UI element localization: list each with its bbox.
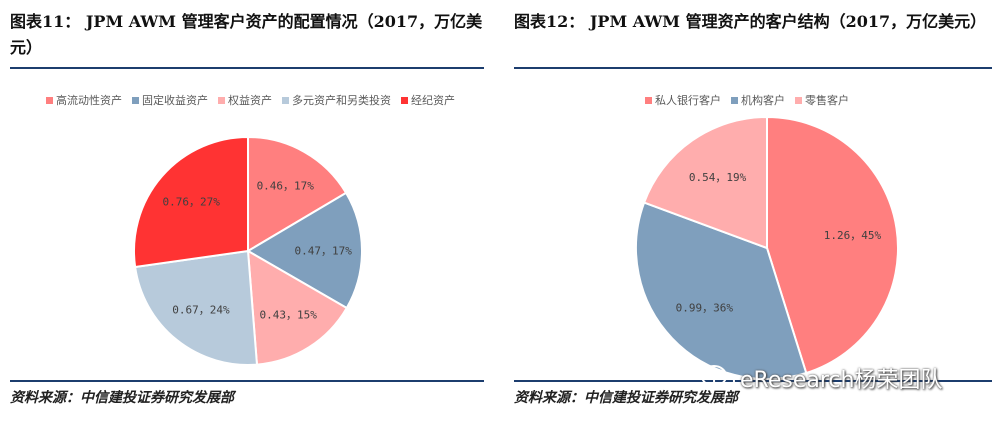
legend-label: 固定收益资产 (142, 94, 208, 107)
pie-slice (247, 135, 348, 253)
legend-swatch (218, 96, 225, 104)
legend: 私人银行客户 机构客户 零售客户 (645, 92, 849, 108)
watermark-text: eResearch杨荣团队 (740, 368, 943, 393)
legend-label: 多元资产和另类投资 (292, 94, 391, 107)
legend-item: 固定收益资产 (132, 92, 208, 108)
pie-slice (133, 249, 259, 366)
legend-swatch (132, 96, 139, 104)
pie-slice (246, 191, 363, 310)
legend-label: 经纪资产 (411, 94, 455, 107)
data-label: 0.43，15% (259, 309, 317, 322)
legend-swatch (46, 96, 53, 104)
legend-item: 私人银行客户 (645, 92, 721, 108)
legend-swatch (795, 96, 802, 104)
data-label: 0.67，24% (172, 304, 230, 317)
legend-swatch (282, 96, 289, 104)
divider (514, 380, 992, 382)
legend-swatch (731, 96, 738, 104)
wechat-icon (701, 365, 735, 390)
data-label: 0.47，17% (295, 245, 353, 258)
left-figure: 图表11： JPM AWM 管理客户资产的配置情况（2017，万亿美元） 高流动… (0, 0, 492, 423)
data-label: 0.54，19% (689, 171, 747, 184)
legend-label: 权益资产 (228, 94, 272, 107)
data-label: 0.76，27% (163, 196, 221, 209)
divider (514, 67, 992, 69)
right-figure: 图表12： JPM AWM 管理资产的客户结构（2017，万亿美元） 私人银行客… (504, 0, 1000, 423)
data-label: 1.26，45% (824, 229, 882, 242)
pie-chart: 0.46，17% 0.47，17% 0.43，15% 0.67，24% 0.76，27% (133, 135, 363, 366)
legend-label: 高流动性资产 (56, 94, 122, 107)
legend-label: 私人银行客户 (655, 94, 721, 107)
source-note: 资料来源：中信建投证券研究发展部 (10, 390, 234, 406)
legend: 高流动性资产 固定收益资产 权益资产 多元资产和另类投资 经纪资产 (46, 92, 455, 108)
pie-slice (642, 115, 768, 250)
legend-item: 高流动性资产 (46, 92, 122, 108)
pie-slice (246, 249, 349, 366)
legend-label: 机构客户 (741, 94, 785, 107)
pie-slice (766, 115, 899, 375)
legend-item: 多元资产和另类投资 (282, 92, 391, 108)
watermark: eResearch杨荣团队 (700, 362, 942, 394)
source-note: 资料来源：中信建投证券研究发展部 (514, 390, 738, 406)
legend-swatch (645, 96, 652, 104)
legend-item: 权益资产 (218, 92, 272, 108)
figure-title: 图表11： JPM AWM 管理客户资产的配置情况（2017，万亿美元） (10, 12, 483, 57)
legend-item: 机构客户 (731, 92, 785, 108)
legend-swatch (401, 96, 408, 104)
legend-label: 零售客户 (805, 94, 849, 107)
data-label: 0.46，17% (257, 180, 315, 193)
figure-title: 图表12： JPM AWM 管理资产的客户结构（2017，万亿美元） (514, 12, 987, 31)
data-label: 0.99，36% (676, 302, 734, 315)
legend-item: 经纪资产 (401, 92, 455, 108)
pie-slice (635, 201, 808, 380)
divider (10, 67, 484, 69)
legend-item: 零售客户 (795, 92, 849, 108)
divider (10, 380, 484, 382)
pie-slice (133, 135, 249, 269)
pie-chart: 1.26，45% 0.99，36% 0.54，19% (635, 115, 899, 380)
